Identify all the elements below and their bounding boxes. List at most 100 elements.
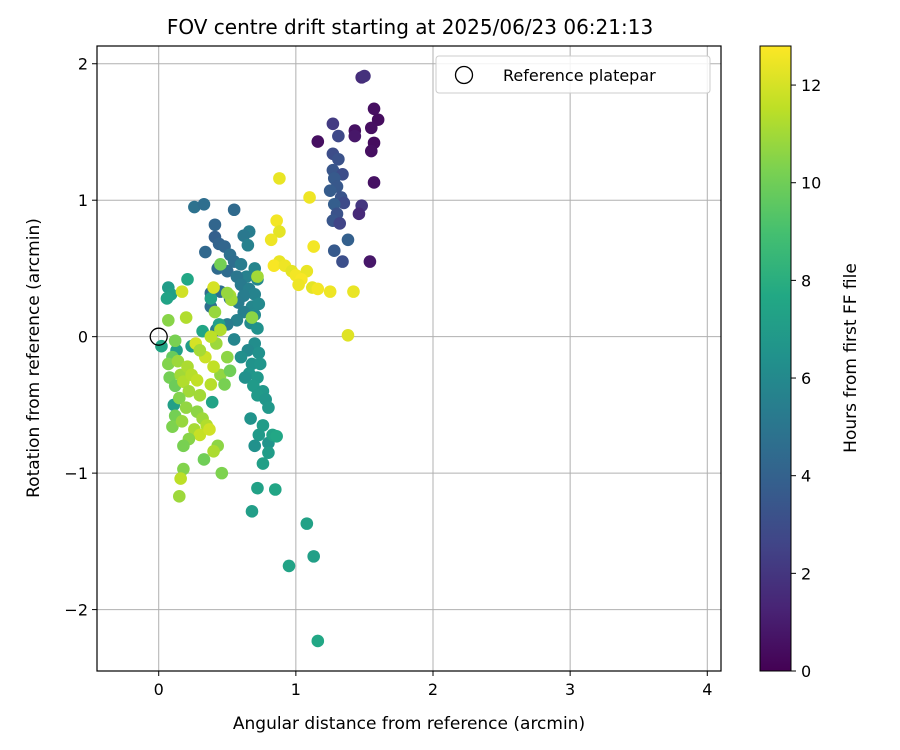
colorbar-tick-label: 12 xyxy=(801,76,821,95)
x-tick-label: 3 xyxy=(565,680,575,699)
x-axis-ticks: 0 1 2 3 4 xyxy=(154,671,712,699)
data-point xyxy=(204,292,218,305)
data-point xyxy=(248,288,262,301)
data-point xyxy=(181,273,194,286)
data-point xyxy=(270,214,283,227)
data-point xyxy=(256,419,270,432)
data-point xyxy=(238,371,252,384)
data-point xyxy=(244,412,257,425)
legend-label: Reference platepar xyxy=(503,66,656,85)
data-point xyxy=(247,379,260,393)
data-point xyxy=(311,135,325,148)
data-point xyxy=(337,196,351,210)
x-tick-label: 1 xyxy=(291,680,301,699)
data-point xyxy=(251,322,264,335)
data-point xyxy=(248,439,262,453)
data-point xyxy=(172,391,186,405)
data-point xyxy=(230,313,244,327)
data-point xyxy=(215,466,229,480)
colorbar-gradient xyxy=(759,45,792,672)
data-point xyxy=(241,238,255,252)
y-tick-label: 1 xyxy=(78,191,88,210)
data-point xyxy=(341,233,355,247)
colorbar-tick-label: 4 xyxy=(801,467,811,486)
data-point xyxy=(188,200,201,214)
data-point xyxy=(364,121,378,135)
legend-marker xyxy=(454,65,474,85)
y-tick-label: −1 xyxy=(64,464,88,483)
data-point xyxy=(326,117,340,131)
data-point xyxy=(292,278,305,292)
data-point xyxy=(311,634,325,648)
chart-title: FOV centre drift starting at 2025/06/23 … xyxy=(167,15,653,39)
y-axis-label: Rotation from reference (arcmin) xyxy=(24,218,44,498)
data-point xyxy=(323,285,337,298)
data-point xyxy=(203,423,216,436)
data-point xyxy=(364,144,378,158)
data-point xyxy=(237,229,251,242)
x-tick-label: 2 xyxy=(428,680,438,699)
data-point xyxy=(253,357,267,371)
data-point xyxy=(197,197,211,211)
colorbar-tick-label: 6 xyxy=(801,369,811,388)
data-point xyxy=(218,378,231,391)
data-point xyxy=(336,255,349,268)
data-point xyxy=(251,481,264,495)
data-point xyxy=(245,505,259,518)
data-point xyxy=(262,446,275,459)
data-point xyxy=(273,225,286,238)
data-point xyxy=(214,258,227,271)
data-point xyxy=(208,305,222,319)
data-point xyxy=(252,428,266,442)
data-point xyxy=(333,217,347,230)
data-point xyxy=(332,129,345,143)
data-point xyxy=(193,389,207,402)
data-point xyxy=(199,245,212,259)
plot-frame xyxy=(96,45,722,672)
y-axis-ticks: −2 −1 0 1 2 xyxy=(64,55,97,620)
y-tick-label: 0 xyxy=(78,328,88,347)
data-point xyxy=(348,129,362,143)
data-point xyxy=(363,255,377,268)
data-point xyxy=(162,357,175,371)
data-point xyxy=(207,360,220,373)
colorbar-label: Hours from first FF file xyxy=(841,263,861,453)
colorbar-tick-label: 10 xyxy=(801,174,821,193)
data-point xyxy=(273,172,286,185)
colorbar-tick-label: 0 xyxy=(801,662,811,681)
y-tick-label: −2 xyxy=(64,601,88,620)
data-point xyxy=(174,472,187,485)
data-point xyxy=(262,401,275,414)
y-tick-label: 2 xyxy=(78,55,88,74)
data-point xyxy=(193,344,207,357)
data-point xyxy=(252,297,266,311)
data-point xyxy=(171,354,185,368)
data-point xyxy=(234,258,248,271)
x-tick-label: 4 xyxy=(702,680,712,699)
data-point xyxy=(197,453,211,466)
data-point xyxy=(205,395,219,409)
data-point xyxy=(307,240,320,253)
data-point xyxy=(162,313,175,327)
data-point xyxy=(367,102,381,116)
data-point xyxy=(327,197,341,211)
data-point xyxy=(175,285,189,298)
data-point xyxy=(307,550,320,563)
data-point xyxy=(207,444,220,458)
data-point xyxy=(190,374,204,387)
data-point xyxy=(160,292,174,305)
data-point xyxy=(182,384,196,398)
data-point xyxy=(341,329,355,342)
data-point xyxy=(208,218,222,232)
data-point xyxy=(245,311,259,324)
data-point xyxy=(282,559,296,573)
data-point xyxy=(166,420,179,434)
data-point xyxy=(300,517,314,530)
data-point xyxy=(204,330,218,343)
colorbar-tick-label: 2 xyxy=(801,564,811,583)
data-point xyxy=(175,414,189,428)
data-point xyxy=(227,333,241,346)
legend: Reference platepar xyxy=(435,55,711,94)
